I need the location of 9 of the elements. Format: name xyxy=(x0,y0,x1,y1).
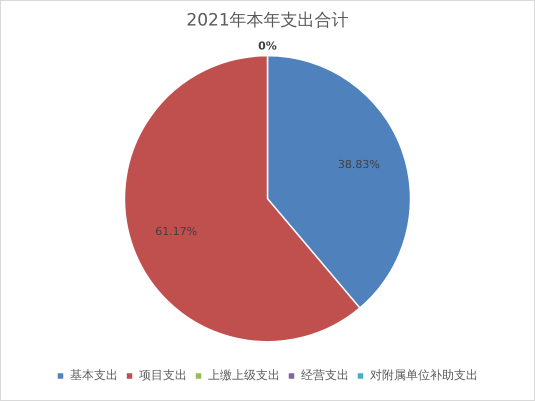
chart-title: 2021年本年支出合计 xyxy=(186,10,349,31)
data-label: 61.17% xyxy=(155,224,198,238)
legend-label: 上缴上级支出 xyxy=(208,368,280,382)
legend-label: 对附属单位补助支出 xyxy=(370,368,478,382)
text: 0% xyxy=(258,40,277,53)
legend-label: 项目支出 xyxy=(139,368,187,382)
legend-label: 基本支出 xyxy=(70,368,118,382)
legend-label: 经营支出 xyxy=(301,368,349,382)
data-label: 38.83% xyxy=(338,158,380,172)
